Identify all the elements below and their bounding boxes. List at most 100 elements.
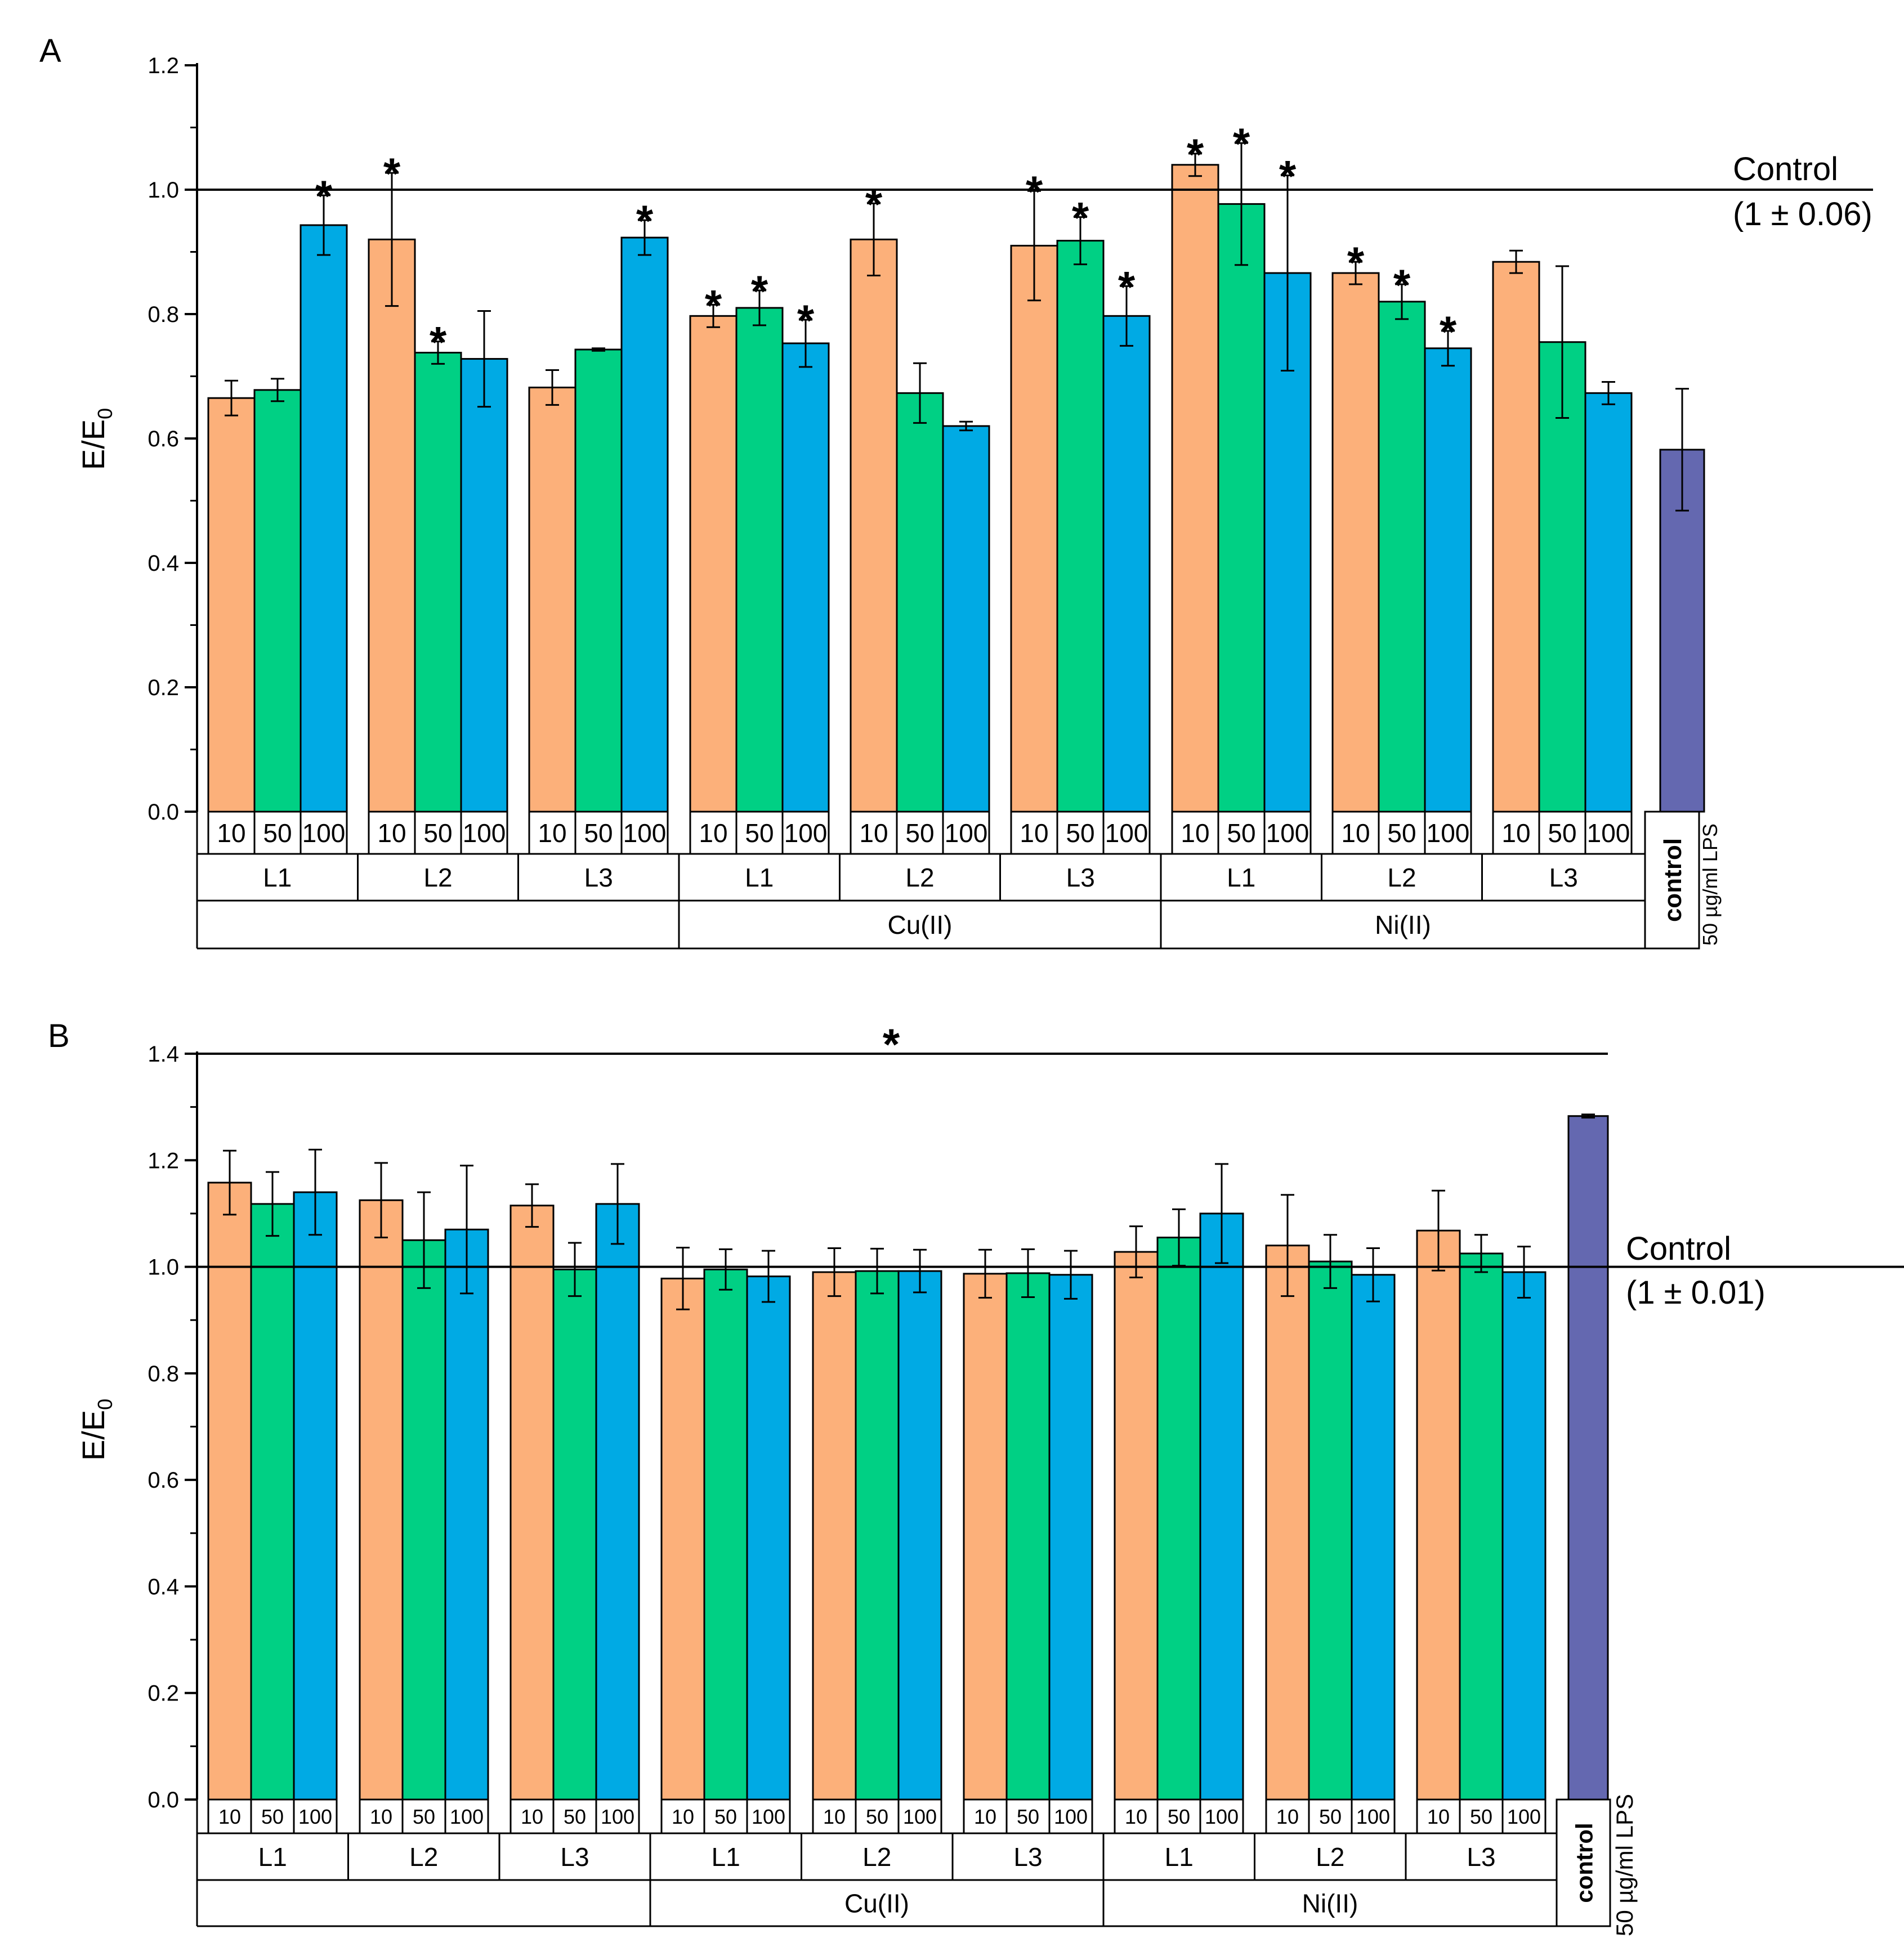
concentration-label: 10 [823,1805,846,1828]
bar [1265,1245,1310,1801]
panel-a: A E/E0 0.0 0.2 0.4 0.6 0.8 1.0 1.2 * * * * * * * * * * * * * *… [39,33,1873,950]
concentration-label: 50 [584,818,613,848]
concentration-label: 50 [1470,1805,1492,1828]
bar [552,1268,597,1801]
bar [781,342,830,813]
concentration-label: 10 [1341,818,1370,848]
significance-star: * [1118,262,1136,311]
concentration-label: 50 [1319,1805,1342,1828]
reference-value: (1 ± 0.01) [1626,1274,1766,1311]
ligand-label: L3 [1013,1842,1042,1872]
bar [812,1271,857,1801]
bar [401,1239,446,1801]
concentration-label: 100 [903,1805,937,1828]
y-axis-label-sub: 0 [93,408,117,419]
bar [897,1270,942,1801]
concentration-label: 50 [263,818,292,848]
bar [855,1270,900,1801]
ligand-label: L2 [862,1842,891,1872]
y-tick-label: 0.8 [148,302,179,327]
bar [1416,1229,1461,1801]
bar [1501,1271,1547,1801]
concentration-label: 10 [672,1805,694,1828]
significance-star: * [1026,167,1043,216]
bar [703,1268,748,1801]
bar [1156,1237,1201,1801]
concentration-label: 100 [1054,1805,1088,1828]
concentration-label: 100 [298,1805,332,1828]
bar [1217,203,1266,813]
concentration-label: 10 [217,818,245,848]
significance-star: * [705,280,722,330]
concentration-label: 10 [218,1805,241,1828]
bar [735,307,784,813]
y-tick-label: 1.0 [148,178,179,203]
significance-star: * [1072,193,1089,243]
concentration-label: 10 [1181,818,1209,848]
concentration-label: 50 [261,1805,284,1828]
y-axis-label-main: E/E [75,419,111,470]
y-tick-label: 1.4 [148,1042,179,1067]
control-cell-label: control [1659,838,1687,922]
ligand-label: L3 [1467,1842,1495,1872]
y-tick-label: 0.8 [148,1362,179,1386]
concentration-label: 10 [974,1805,996,1828]
concentration-label: 50 [1168,1805,1190,1828]
bar [528,386,576,813]
bar [1492,261,1540,813]
bar [460,358,508,813]
concentration-label: 50 [1387,818,1416,848]
concentration-label: 100 [752,1805,785,1828]
bar [207,1181,252,1801]
significance-star: * [430,317,447,367]
bar [1010,244,1058,813]
concentration-label: 10 [859,818,888,848]
bar [595,1203,640,1801]
concentration-label: 10 [1020,818,1048,848]
bar [942,425,990,813]
bar [1331,272,1380,813]
y-tick-label: 1.2 [148,53,179,78]
y-tick-label: 1.0 [148,1255,179,1280]
bar [253,389,302,813]
y-tick-label: 0.2 [148,1681,179,1706]
y-tick-label: 0.2 [148,675,179,700]
control-bar [1567,1115,1609,1801]
y-tick-label: 0.6 [148,427,179,451]
significance-star: * [865,179,883,229]
concentration-label: 50 [1548,818,1576,848]
y-axis-label-main: E/E [75,1410,111,1461]
reference-label: Control [1733,151,1838,187]
concentration-label: 100 [450,1805,484,1828]
ligand-label: L1 [712,1842,740,1872]
significance-star: * [1347,238,1365,287]
concentration-label: 100 [623,818,667,848]
ligand-label: L2 [905,863,934,892]
concentration-label: 10 [1125,1805,1147,1828]
bar [1459,1252,1504,1801]
significance-star: * [1187,129,1204,179]
metal-label: Ni(II) [1302,1889,1358,1918]
concentration-label: 100 [1205,1805,1239,1828]
concentration-label: 50 [1017,1805,1039,1828]
bar [689,315,738,813]
bar [1424,347,1472,813]
bar [414,352,462,813]
concentration-label: 50 [413,1805,435,1828]
bar [293,1191,338,1801]
y-tick-label: 1.2 [148,1148,179,1173]
y-tick-label: 0.4 [148,1574,179,1599]
bar [1114,1251,1159,1801]
ligand-label: L3 [1066,863,1095,892]
concentration-label: 10 [699,818,727,848]
control-cell [1556,1798,1611,1927]
ligand-label: L2 [1316,1842,1344,1872]
y-axis-label: E/E0 [75,408,117,470]
bar [300,224,348,813]
panel-label: B [48,1018,70,1054]
control-cell-label: control [1571,1823,1598,1903]
concentration-label: 50 [1227,818,1255,848]
y-tick-label: 0.4 [148,551,179,576]
concentration-label: 100 [463,818,506,848]
